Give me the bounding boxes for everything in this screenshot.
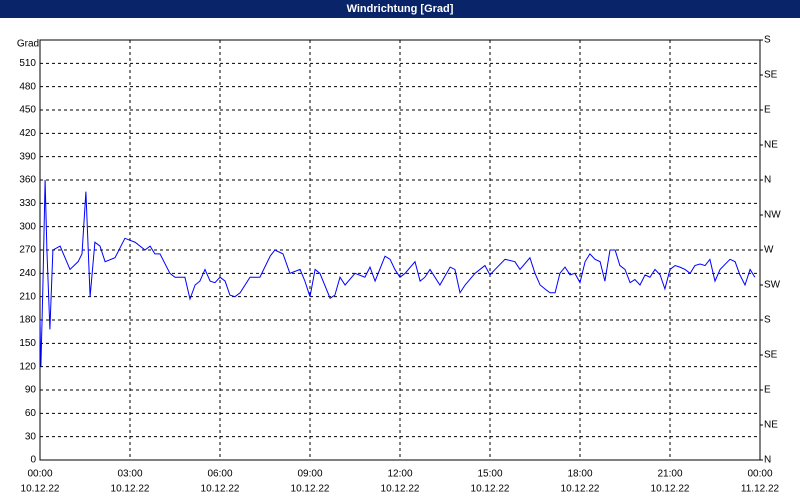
x-tick-label: 10.12.22 (651, 484, 690, 495)
y-tick-label: 180 (19, 315, 36, 326)
x-tick-label: 10.12.22 (21, 484, 60, 495)
y-tick-label: 360 (19, 175, 36, 186)
x-tick-label: 03:00 (117, 469, 142, 480)
title-bar (0, 0, 800, 18)
y2-tick-label: N (764, 175, 771, 186)
x-tick-label: 10.12.22 (201, 484, 240, 495)
x-tick-label: 10.12.22 (381, 484, 420, 495)
y2-tick-label: SE (764, 70, 778, 81)
y-tick-label: 0 (30, 455, 36, 466)
y2-tick-label: NE (764, 140, 778, 151)
x-tick-label: 10.12.22 (561, 484, 600, 495)
y2-tick-label: N (764, 455, 771, 466)
y2-tick-label: E (764, 105, 771, 116)
x-tick-label: 15:00 (477, 469, 502, 480)
y2-tick-label: E (764, 385, 771, 396)
y-tick-label: 60 (25, 408, 37, 419)
y-tick-label: 420 (19, 128, 36, 139)
y-tick-label: 450 (19, 105, 36, 116)
y2-tick-label: S (764, 35, 771, 46)
x-tick-label: 18:00 (567, 469, 592, 480)
y-tick-label: 30 (25, 431, 37, 442)
x-tick-label: 10.12.22 (471, 484, 510, 495)
data-line (39, 179, 756, 367)
y-tick-label: 390 (19, 151, 36, 162)
y-tick-label: 300 (19, 221, 36, 232)
x-tick-label: 09:00 (297, 469, 322, 480)
y-tick-label: 210 (19, 291, 36, 302)
x-tick-label: 06:00 (207, 469, 232, 480)
y-tick-label: 270 (19, 245, 36, 256)
y2-tick-label: W (764, 245, 774, 256)
y-tick-label: 510 (19, 58, 36, 69)
y2-tick-label: S (764, 315, 771, 326)
y-tick-label: 240 (19, 268, 36, 279)
chart-title: Windrichtung [Grad] (347, 3, 454, 15)
x-tick-label: 21:00 (657, 469, 682, 480)
y-tick-label: 330 (19, 198, 36, 209)
y2-tick-label: NW (764, 210, 781, 221)
y2-tick-label: SE (764, 350, 778, 361)
y2-tick-label: NE (764, 420, 778, 431)
y-tick-label: 150 (19, 338, 36, 349)
x-tick-label: 12:00 (387, 469, 412, 480)
y2-tick-label: SW (764, 280, 781, 291)
y-tick-label: 480 (19, 81, 36, 92)
y-axis-label: Grad (17, 39, 39, 50)
x-tick-label: 10.12.22 (291, 484, 330, 495)
x-tick-label: 11.12.22 (741, 484, 780, 495)
x-tick-label: 10.12.22 (111, 484, 150, 495)
x-tick-label: 00:00 (27, 469, 52, 480)
y-tick-label: 120 (19, 361, 36, 372)
y-tick-label: 90 (25, 385, 37, 396)
x-tick-label: 00:00 (747, 469, 772, 480)
